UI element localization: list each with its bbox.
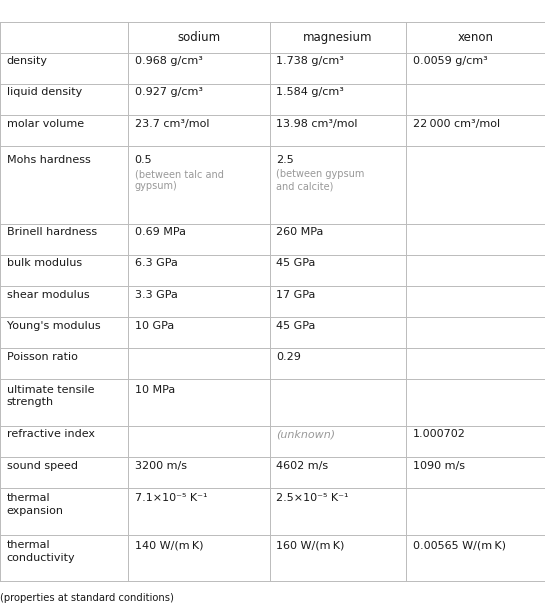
Text: 13.98 cm³/mol: 13.98 cm³/mol: [276, 119, 358, 129]
Text: 160 W/(m K): 160 W/(m K): [276, 540, 344, 550]
Text: sound speed: sound speed: [7, 461, 77, 470]
Text: (unknown): (unknown): [276, 429, 335, 440]
Text: molar volume: molar volume: [7, 119, 84, 129]
Text: liquid density: liquid density: [7, 87, 82, 97]
Text: 45 GPa: 45 GPa: [276, 258, 316, 268]
Text: 0.5: 0.5: [135, 155, 152, 165]
Text: 1.000702: 1.000702: [413, 429, 465, 440]
Text: 10 GPa: 10 GPa: [135, 320, 174, 331]
Text: 45 GPa: 45 GPa: [276, 320, 316, 331]
Text: 1.738 g/cm³: 1.738 g/cm³: [276, 57, 344, 66]
Text: ultimate tensile
strength: ultimate tensile strength: [7, 384, 94, 407]
Text: 0.69 MPa: 0.69 MPa: [135, 228, 186, 237]
Text: 260 MPa: 260 MPa: [276, 228, 324, 237]
Text: 0.968 g/cm³: 0.968 g/cm³: [135, 57, 203, 66]
Text: 0.0059 g/cm³: 0.0059 g/cm³: [413, 57, 487, 66]
Text: 1090 m/s: 1090 m/s: [413, 461, 464, 470]
Text: thermal
conductivity: thermal conductivity: [7, 540, 75, 563]
Text: (properties at standard conditions): (properties at standard conditions): [0, 593, 174, 603]
Text: 140 W/(m K): 140 W/(m K): [135, 540, 203, 550]
Text: 0.00565 W/(m K): 0.00565 W/(m K): [413, 540, 506, 550]
Text: xenon: xenon: [457, 31, 494, 44]
Text: Poisson ratio: Poisson ratio: [7, 352, 77, 362]
Text: 10 MPa: 10 MPa: [135, 384, 175, 395]
Text: 1.584 g/cm³: 1.584 g/cm³: [276, 87, 344, 97]
Text: 7.1×10⁻⁵ K⁻¹: 7.1×10⁻⁵ K⁻¹: [135, 493, 207, 504]
Text: thermal
expansion: thermal expansion: [7, 493, 64, 516]
Text: 17 GPa: 17 GPa: [276, 290, 316, 300]
Text: 2.5: 2.5: [276, 155, 294, 165]
Text: 2.5×10⁻⁵ K⁻¹: 2.5×10⁻⁵ K⁻¹: [276, 493, 349, 504]
Text: shear modulus: shear modulus: [7, 290, 89, 300]
Text: 23.7 cm³/mol: 23.7 cm³/mol: [135, 119, 209, 129]
Text: density: density: [7, 57, 47, 66]
Text: magnesium: magnesium: [303, 31, 373, 44]
Text: 0.29: 0.29: [276, 352, 301, 362]
Text: 0.927 g/cm³: 0.927 g/cm³: [135, 87, 203, 97]
Text: bulk modulus: bulk modulus: [7, 258, 82, 268]
Text: 6.3 GPa: 6.3 GPa: [135, 258, 178, 268]
Text: 3.3 GPa: 3.3 GPa: [135, 290, 178, 300]
Text: 4602 m/s: 4602 m/s: [276, 461, 329, 470]
Text: 3200 m/s: 3200 m/s: [135, 461, 186, 470]
Text: sodium: sodium: [177, 31, 221, 44]
Text: Mohs hardness: Mohs hardness: [7, 155, 90, 165]
Text: (between talc and
gypsum): (between talc and gypsum): [135, 169, 223, 191]
Text: (between gypsum
and calcite): (between gypsum and calcite): [276, 169, 365, 191]
Text: Young's modulus: Young's modulus: [7, 320, 100, 331]
Text: refractive index: refractive index: [7, 429, 94, 440]
Text: 22 000 cm³/mol: 22 000 cm³/mol: [413, 119, 500, 129]
Text: Brinell hardness: Brinell hardness: [7, 228, 96, 237]
